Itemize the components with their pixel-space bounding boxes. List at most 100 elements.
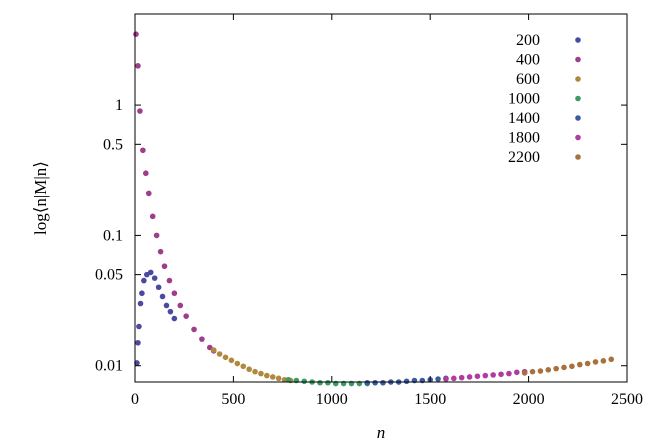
x-tick-label: 1000 xyxy=(316,391,348,408)
data-point-200 xyxy=(167,308,174,315)
data-point-600 xyxy=(246,366,252,373)
data-point-1000 xyxy=(285,376,292,383)
data-point-1800 xyxy=(443,376,449,382)
legend: 200 400 600 1000 1400 1800 2200 xyxy=(508,32,581,166)
data-point-2200 xyxy=(576,361,583,368)
legend-label-1400: 1400 xyxy=(508,110,540,127)
data-point-200 xyxy=(137,300,144,307)
x-tick-label: 1500 xyxy=(414,391,446,408)
y-tick-label: 0.05 xyxy=(95,267,123,284)
data-point-2200 xyxy=(553,365,559,372)
legend-label-1000: 1000 xyxy=(508,91,540,108)
legend-label-400: 400 xyxy=(516,52,540,69)
data-point-200 xyxy=(155,284,162,291)
data-point-400 xyxy=(145,190,152,197)
data-point-2200 xyxy=(537,368,544,374)
data-point-400 xyxy=(135,63,141,69)
data-point-600 xyxy=(240,363,247,370)
data-point-1800 xyxy=(498,371,504,378)
data-point-200 xyxy=(136,323,142,330)
data-point-400 xyxy=(191,326,197,333)
axis-ticks: 0 500 1000 1500 2000 2500 0.01 0.05 0.1 0.5 1 xyxy=(95,14,643,408)
data-point-200 xyxy=(147,269,154,276)
data-point-1800 xyxy=(466,374,473,380)
data-point-1800 xyxy=(513,369,520,376)
data-point-400 xyxy=(199,336,205,342)
data-points xyxy=(133,31,615,387)
legend-label-200: 200 xyxy=(516,32,540,49)
data-point-400 xyxy=(177,302,184,309)
x-axis-label: n xyxy=(377,423,386,442)
data-point-200 xyxy=(135,339,141,346)
data-point-400 xyxy=(153,232,160,239)
data-point-200 xyxy=(134,360,140,366)
data-point-200 xyxy=(141,277,147,284)
data-point-1400 xyxy=(380,379,386,386)
data-point-1800 xyxy=(482,372,489,379)
data-point-1400 xyxy=(364,379,371,386)
legend-marker-600 xyxy=(575,76,581,82)
legend-label-600: 600 xyxy=(516,71,540,88)
legend-label-2200: 2200 xyxy=(508,149,540,166)
data-point-400 xyxy=(140,147,146,154)
plot-frame xyxy=(134,13,628,383)
data-point-2200 xyxy=(569,363,575,370)
data-point-600 xyxy=(281,376,288,383)
legend-label-1800: 1800 xyxy=(508,130,540,147)
data-point-1800 xyxy=(490,372,496,378)
data-point-200 xyxy=(151,275,158,281)
data-point-1400 xyxy=(372,379,378,386)
legend-marker-2200 xyxy=(575,154,581,160)
data-point-400 xyxy=(171,290,178,297)
data-point-400 xyxy=(183,313,189,319)
data-point-1400 xyxy=(403,378,410,385)
y-tick-label: 0.5 xyxy=(103,136,123,153)
data-point-600 xyxy=(264,372,270,379)
legend-marker-1800 xyxy=(575,134,581,141)
data-point-600 xyxy=(222,354,229,361)
data-point-600 xyxy=(228,357,235,364)
y-tick-label: 0.01 xyxy=(95,358,123,375)
x-tick-label: 2500 xyxy=(611,391,643,408)
data-point-2200 xyxy=(592,359,599,365)
legend-marker-1400 xyxy=(575,115,581,121)
data-point-600 xyxy=(252,368,258,375)
data-point-600 xyxy=(216,351,223,357)
data-point-2200 xyxy=(584,360,591,367)
data-point-400 xyxy=(166,277,173,284)
data-point-400 xyxy=(133,31,139,37)
data-point-1000 xyxy=(317,379,323,386)
data-point-1800 xyxy=(506,370,512,377)
data-point-200 xyxy=(171,315,178,322)
y-tick-label: 1 xyxy=(115,97,123,114)
data-point-1800 xyxy=(458,374,465,381)
legend-marker-1000 xyxy=(575,95,581,102)
data-point-1800 xyxy=(451,375,457,382)
data-point-400 xyxy=(161,263,168,270)
data-point-1400 xyxy=(435,376,441,382)
data-point-1000 xyxy=(301,378,308,385)
data-point-2200 xyxy=(608,356,615,363)
data-point-200 xyxy=(159,293,166,300)
data-point-400 xyxy=(149,213,156,220)
legend-marker-200 xyxy=(575,37,581,43)
data-point-200 xyxy=(139,290,145,297)
data-point-1000 xyxy=(325,379,331,386)
data-point-1800 xyxy=(474,373,481,380)
data-point-400 xyxy=(143,170,149,177)
data-point-200 xyxy=(163,302,170,309)
data-point-600 xyxy=(258,370,264,377)
x-tick-label: 0 xyxy=(131,391,139,408)
data-point-400 xyxy=(137,108,143,114)
data-point-600 xyxy=(275,375,282,382)
legend-marker-400 xyxy=(575,56,581,63)
y-axis-label: log⟨n|M|n⟩ xyxy=(31,161,50,235)
data-point-2200 xyxy=(545,367,552,373)
data-point-600 xyxy=(269,374,276,380)
y-tick-label: 0.1 xyxy=(103,227,123,244)
data-point-2200 xyxy=(529,368,536,375)
data-point-2200 xyxy=(600,358,607,364)
data-point-2200 xyxy=(521,370,528,376)
data-point-400 xyxy=(157,248,164,255)
data-point-600 xyxy=(210,347,217,353)
